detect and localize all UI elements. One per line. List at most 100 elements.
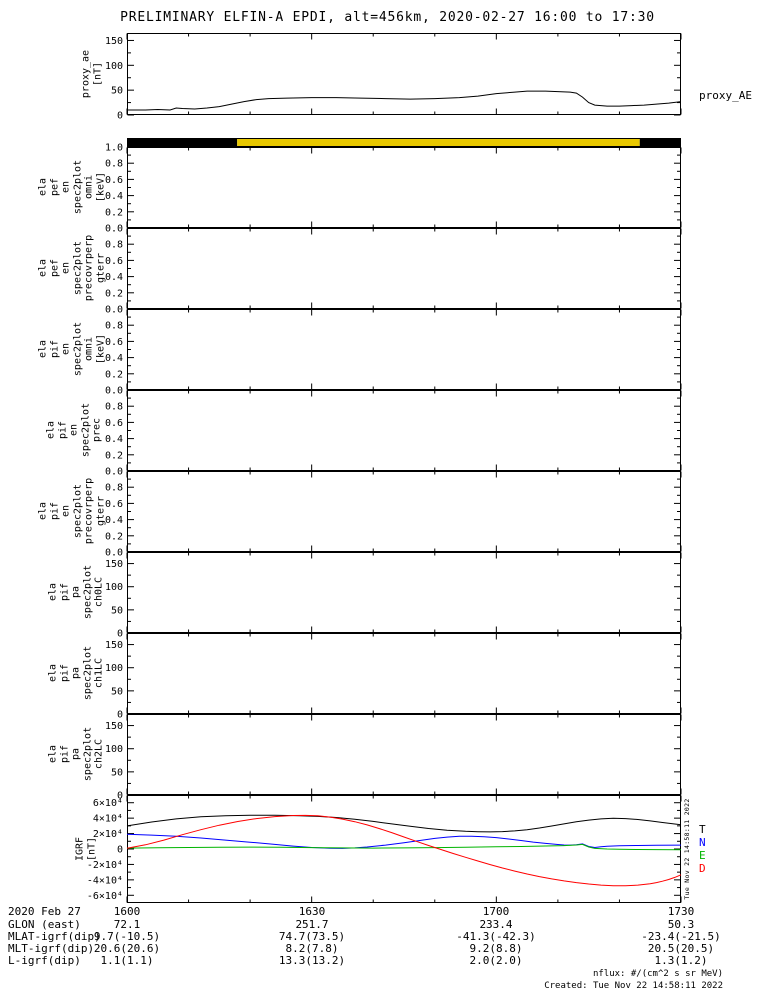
y-tick-label: 0	[117, 710, 123, 721]
y-tick-label: 0.2	[105, 369, 123, 380]
y-tick-label: -4×10⁴	[87, 875, 123, 886]
panel-pif-en-prec: 0.0 0.2 0.4 0.6 0.8	[0, 389, 775, 478]
panel-pif-pa-ch1lc: 0 50 100 150	[0, 633, 775, 721]
y-tick-label: -6×10⁴	[87, 891, 123, 902]
y-tick-label: 0.6	[105, 337, 123, 348]
panel-border	[127, 390, 681, 471]
table-cell: 72.1	[113, 918, 141, 931]
panel-pef-en-precovrperp: 0.0 0.2 0.4 0.6 0.8	[0, 227, 775, 316]
y-tick-label: 50	[111, 686, 123, 697]
y-tick-label: 0.4	[105, 434, 123, 445]
panel-border	[127, 228, 681, 309]
y-tick-label: 0.4	[105, 191, 123, 202]
y-tick-label: 50	[111, 605, 123, 616]
panel-border	[127, 633, 681, 714]
y-tick-label: 150	[105, 721, 123, 732]
y-tick-label: 0.0	[105, 467, 123, 478]
y-tick-label: 150	[105, 640, 123, 651]
y-tick-label: 0.2	[105, 207, 123, 218]
y-tick-label: 150	[105, 36, 123, 47]
y-tick-label: 100	[105, 663, 123, 674]
panel-border	[127, 309, 681, 390]
y-tick-label: 0.6	[105, 418, 123, 429]
pef_en_omni-svg: 0.0 0.2 0.4 0.6 0.8 1.0	[105, 143, 682, 235]
y-tick-label: 150	[105, 559, 123, 570]
row-label-date: 2020 Feb 27	[8, 905, 81, 918]
footer: nflux: #/(cm^2 s sr MeV) Created: Tue No…	[544, 969, 723, 992]
y-tick-label: -2×10⁴	[87, 860, 123, 871]
y-tick-label: 0.8	[105, 321, 123, 332]
row-label-mlt: MLT-igrf(dip)	[8, 942, 95, 955]
x-tick-label: 1630	[298, 905, 326, 918]
plot-title: PRELIMINARY ELFIN-A EPDI, alt=456km, 202…	[120, 10, 655, 25]
y-tick-label: 4×10⁴	[93, 814, 123, 825]
pif_en_prec-svg: 0.0 0.2 0.4 0.6 0.8	[105, 389, 682, 478]
y-tick-label: 0.2	[105, 288, 123, 299]
panel-border	[127, 552, 681, 633]
panel-pif-pa-ch2lc: 0 50 100 150	[0, 714, 775, 802]
nflux-units-note: nflux: #/(cm^2 s sr MeV)	[592, 969, 723, 979]
y-tick-label: 0.8	[105, 483, 123, 494]
pef_en_precovrperp-svg: 0.0 0.2 0.4 0.6 0.8	[105, 227, 682, 316]
y-tick-label: 2×10⁴	[93, 829, 123, 840]
table-cell: 233.4	[479, 918, 513, 931]
y-tick-label: 0.8	[105, 240, 123, 251]
series-line-N	[126, 833, 682, 849]
y-tick-label: 100	[105, 744, 123, 755]
y-tick-label: 0.6	[105, 499, 123, 510]
table-cell: 50.3	[667, 918, 695, 931]
bar-segment	[127, 138, 238, 147]
table-cell: 2.0(2.0)	[469, 954, 523, 967]
bar-border	[127, 138, 681, 147]
series-line-proxy_AE	[127, 90, 682, 111]
panel-igrf: -6×10⁴ -4×10⁴ -2×10⁴ 0 2×10⁴ 4×10⁴ 6×10⁴ T N E D	[0, 795, 775, 903]
series-line-T	[126, 814, 682, 833]
row-label-mlat: MLAT-igrf(dip)	[8, 930, 101, 943]
y-tick-label: 0.6	[105, 175, 123, 186]
y-tick-label: 0.0	[105, 386, 123, 397]
table-cell: -41.3(-42.3)	[456, 930, 536, 943]
bar-segment	[237, 138, 640, 147]
table-cell: 13.3(13.2)	[278, 954, 346, 967]
table-cell: -23.4(-21.5)	[641, 930, 721, 943]
table-row-mlat: MLAT-igrf(dip) 9.7(-10.5) 74.7(73.5) -41…	[0, 930, 775, 943]
table-row-mlt: MLT-igrf(dip) 20.6(20.6) 8.2(7.8) 9.2(8.…	[0, 942, 775, 955]
created-timestamp-vertical: Tue Nov 22 14:58:11 2022	[683, 798, 691, 900]
legend-D: D	[699, 862, 706, 875]
y-tick-label: 50	[111, 86, 123, 97]
table-cell: 20.5(20.5)	[647, 942, 715, 955]
y-tick-label: 0.0	[105, 224, 123, 235]
created-timestamp: Created: Tue Nov 22 14:58:11 2022	[544, 980, 723, 991]
table-row-glon: GLON (east) 72.1 251.7 233.4 50.3	[0, 918, 775, 931]
y-tick-label: 0.8	[105, 402, 123, 413]
series-line-D	[126, 814, 682, 887]
x-tick-label: 1600	[113, 905, 141, 918]
table-row-l: L-igrf(dip) 1.1(1.1) 13.3(13.2) 2.0(2.0)…	[0, 954, 775, 967]
proxy-ae-right-label: proxy_AE	[699, 89, 752, 102]
y-tick-label: 0.0	[105, 548, 123, 559]
bar-segment	[639, 138, 681, 147]
y-tick-label: 1.0	[105, 143, 123, 154]
y-tick-label: 0.4	[105, 515, 123, 526]
table-row-time: 2020 Feb 27 1600 1630 1700 1730	[0, 905, 775, 918]
pif_pa_ch1lc-svg: 0 50 100 150	[105, 633, 682, 721]
series-line-E	[126, 843, 682, 851]
y-tick-label: 0.2	[105, 531, 123, 542]
legend-N: N	[699, 836, 706, 849]
y-tick-label: 0.8	[105, 159, 123, 170]
panel-border	[127, 471, 681, 552]
y-tick-label: 100	[105, 582, 123, 593]
pif_en_precovrperp-svg: 0.0 0.2 0.4 0.6 0.8	[105, 470, 682, 559]
y-tick-label: 6×10⁴	[93, 798, 123, 809]
y-tick-label: 0	[117, 111, 123, 122]
y-tick-label: 0.4	[105, 272, 123, 283]
table-cell: 9.7(-10.5)	[93, 930, 161, 943]
panel-pef-en-omni: 0.0 0.2 0.4 0.6 0.8 1.0	[0, 143, 775, 235]
panel-border	[127, 147, 681, 228]
x-tick-label: 1700	[482, 905, 510, 918]
row-label-glon: GLON (east)	[8, 918, 81, 931]
table-cell: 9.2(8.8)	[469, 942, 523, 955]
panel-pif-en-omni: 0.0 0.2 0.4 0.6 0.8	[0, 308, 775, 397]
